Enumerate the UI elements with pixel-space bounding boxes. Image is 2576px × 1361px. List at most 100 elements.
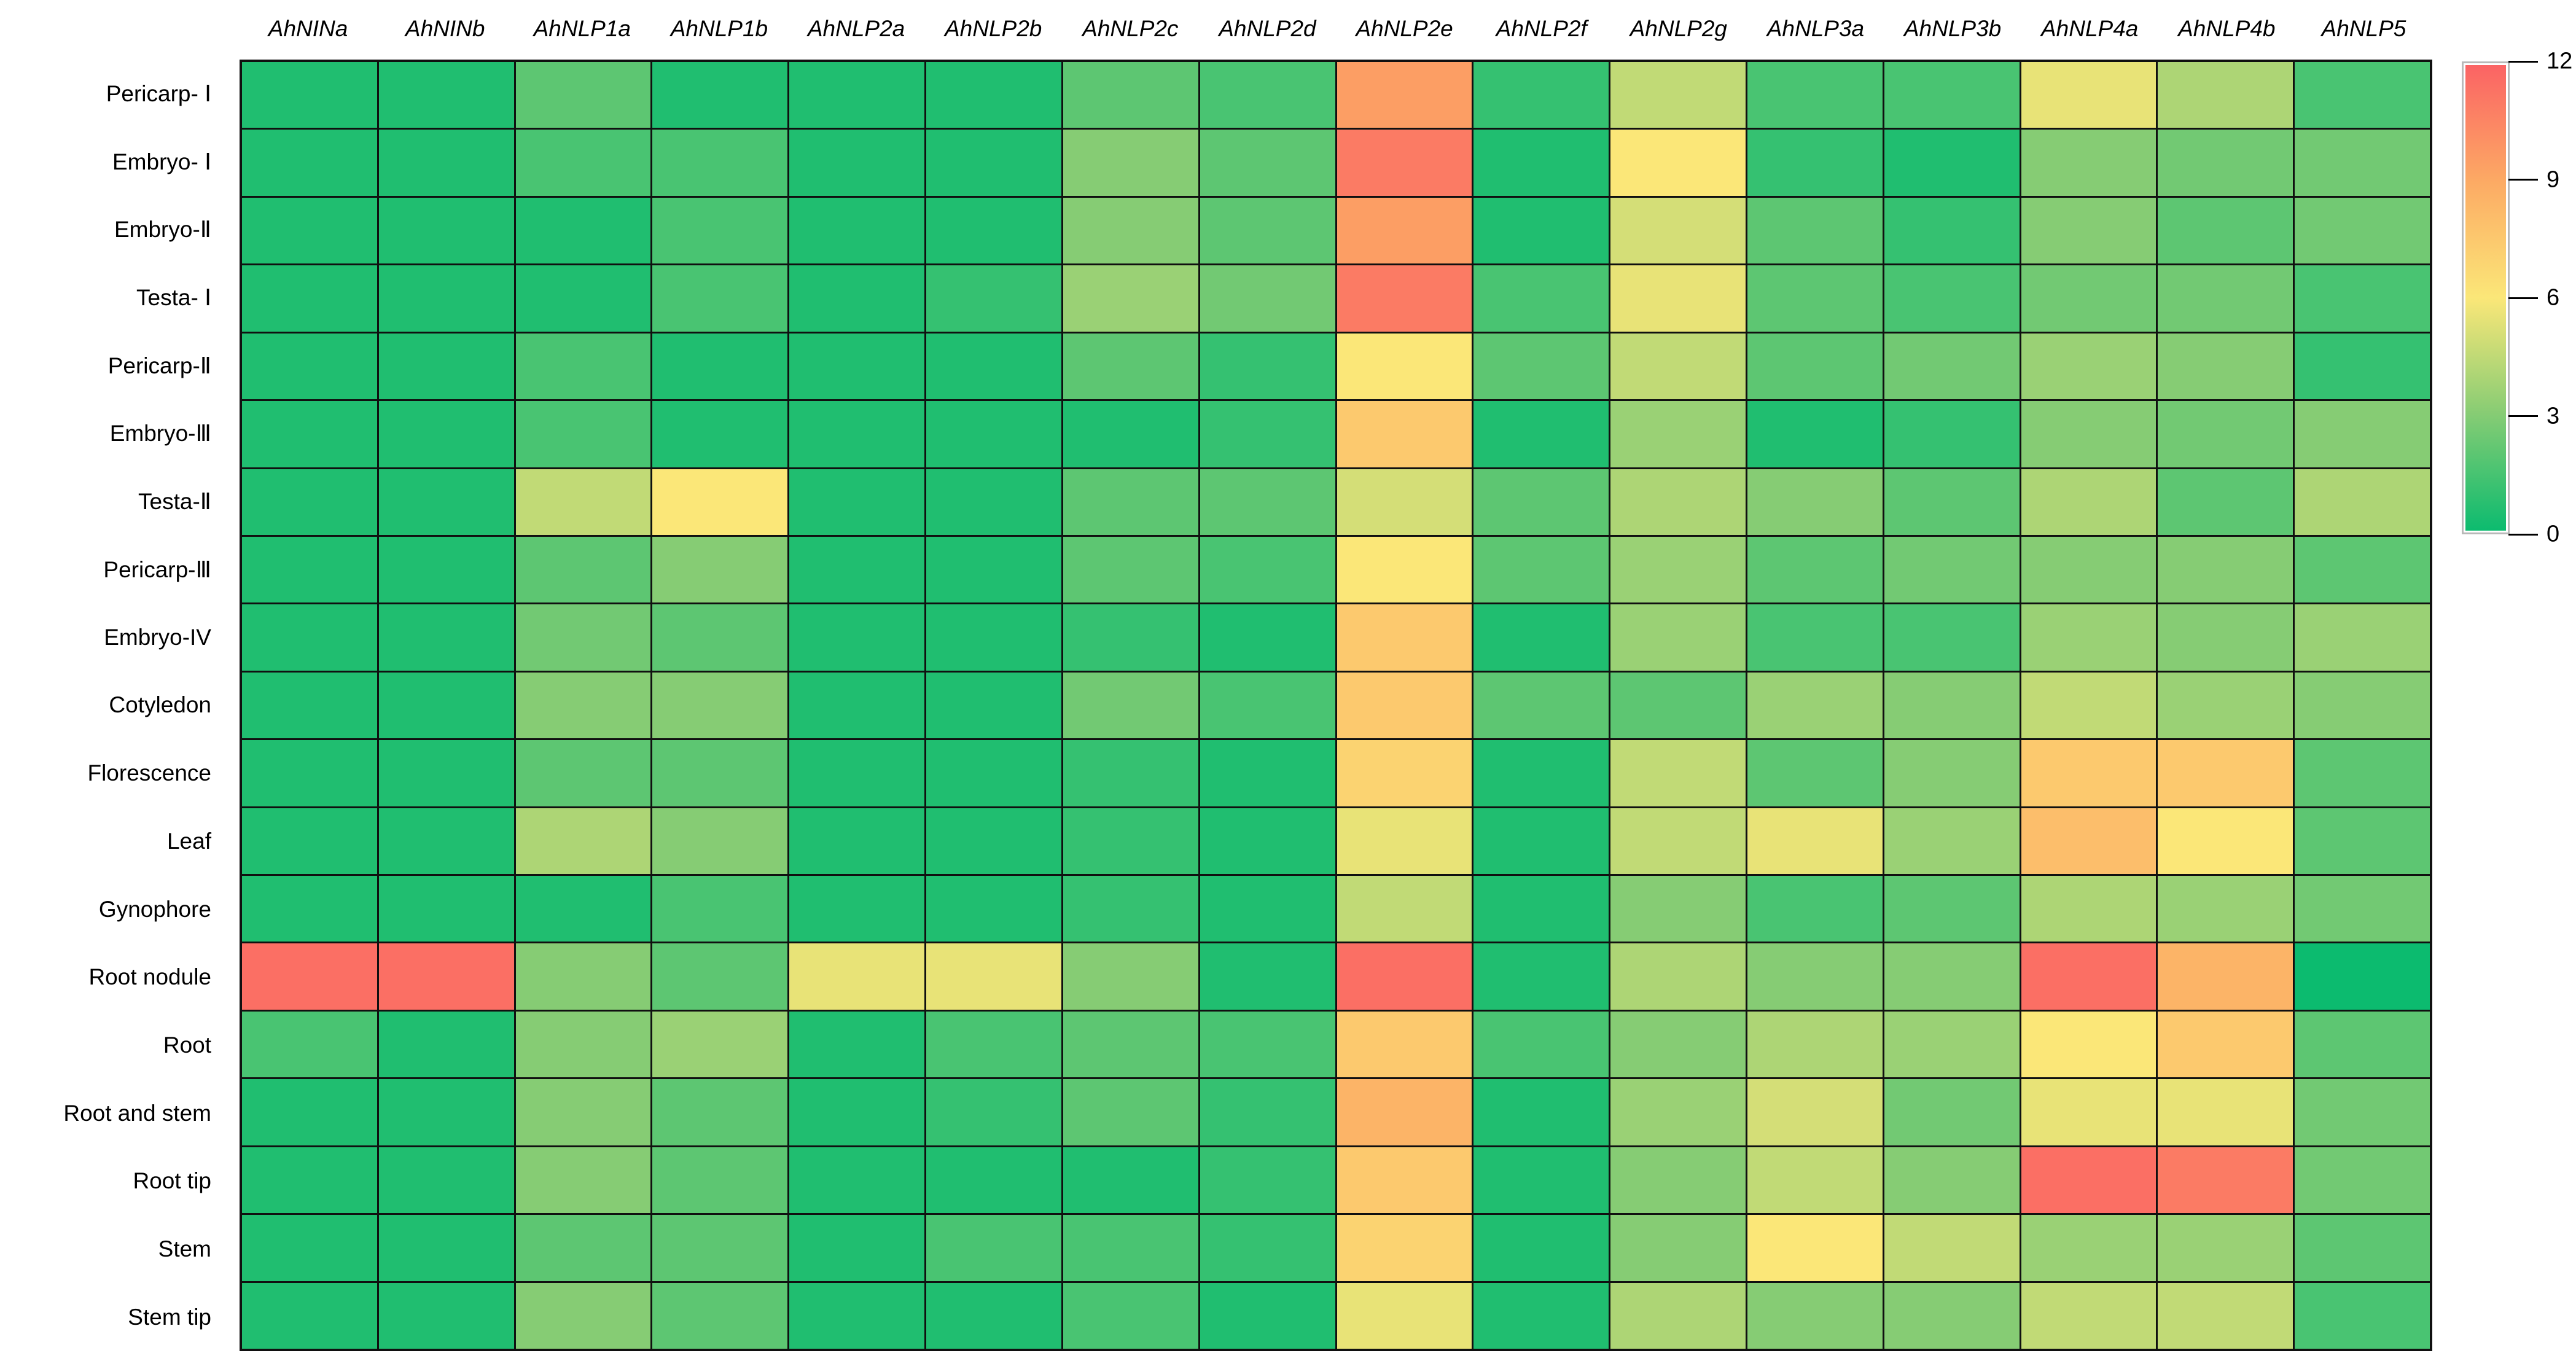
heatmap-cell: [1337, 62, 1472, 128]
heatmap-cell: [2021, 1282, 2156, 1349]
heatmap-cell: [1200, 130, 1335, 196]
heatmap-cell: [1063, 1147, 1198, 1214]
row-label: Root: [163, 1032, 211, 1058]
colorbar-tick: [2508, 60, 2538, 63]
heatmap-cell: [926, 1282, 1061, 1349]
heatmap-cell: [652, 1079, 788, 1145]
colorbar-tick-label: 0: [2547, 521, 2560, 547]
heatmap-cell: [378, 1147, 514, 1214]
heatmap-cell: [652, 808, 788, 875]
heatmap-cell: [2295, 333, 2430, 400]
heatmap-cell: [652, 943, 788, 1010]
heatmap-cell: [1884, 876, 2020, 942]
heatmap-cell: [789, 333, 925, 400]
heatmap-cell: [652, 1282, 788, 1349]
heatmap-cell: [515, 740, 651, 806]
heatmap-cell: [1200, 808, 1335, 875]
heatmap-cell: [1473, 740, 1609, 806]
heatmap-cell: [242, 1147, 377, 1214]
heatmap-cell: [1200, 333, 1335, 400]
heatmap-cell: [2158, 197, 2293, 264]
heatmap-cell: [1473, 1215, 1609, 1281]
heatmap-cell: [2021, 1215, 2156, 1281]
col-header-AhNLP1a: AhNLP1a: [533, 16, 631, 41]
colorbar-tick: [2508, 415, 2538, 417]
heatmap-cell: [652, 740, 788, 806]
heatmap-cell: [1747, 62, 1883, 128]
row-label: Pericarp-Ⅲ: [103, 556, 211, 582]
heatmap-cell: [1063, 1011, 1198, 1078]
heatmap-cell: [1337, 876, 1472, 942]
heatmap-cell: [1884, 943, 2020, 1010]
heatmap-cell: [378, 604, 514, 671]
row-label: Florescence: [87, 760, 211, 786]
heatmap-cell: [2295, 740, 2430, 806]
heatmap-cell: [652, 1011, 788, 1078]
heatmap-cell: [1884, 333, 2020, 400]
heatmap-cell: [1610, 1147, 1746, 1214]
heatmap-cell: [926, 536, 1061, 603]
heatmap-cell: [1884, 1079, 2020, 1145]
heatmap-cell: [1884, 1011, 2020, 1078]
row-label: Gynophore: [98, 896, 211, 922]
heatmap-cell: [2021, 1011, 2156, 1078]
col-header-AhNLP2f: AhNLP2f: [1496, 16, 1587, 41]
heatmap-cell: [652, 130, 788, 196]
heatmap-cell: [1063, 265, 1198, 332]
heatmap-cell: [926, 876, 1061, 942]
heatmap-cell: [652, 604, 788, 671]
heatmap-cell: [1063, 672, 1198, 739]
heatmap-cell: [1337, 401, 1472, 467]
heatmap-cell: [1200, 469, 1335, 535]
heatmap-cell: [2295, 1079, 2430, 1145]
heatmap-cell: [2158, 1011, 2293, 1078]
heatmap-cell: [1063, 197, 1198, 264]
colorbar-tick: [2508, 179, 2538, 181]
row-label: Stem tip: [128, 1304, 211, 1330]
heatmap-cell: [926, 62, 1061, 128]
heatmap-cell: [1337, 1215, 1472, 1281]
heatmap-cell: [926, 130, 1061, 196]
heatmap-cell: [1610, 197, 1746, 264]
heatmap-cell: [1063, 401, 1198, 467]
heatmap-cell: [2158, 876, 2293, 942]
heatmap-cell: [515, 62, 651, 128]
heatmap-cell: [242, 130, 377, 196]
heatmap-cell: [2295, 197, 2430, 264]
heatmap-cell: [2021, 469, 2156, 535]
heatmap-cell: [1747, 1282, 1883, 1349]
row-label: Embryo- Ⅰ: [112, 149, 211, 174]
colorbar-gradient: [2465, 65, 2506, 531]
heatmap-cell: [2158, 672, 2293, 739]
heatmap-cell: [1337, 943, 1472, 1010]
heatmap-cell: [1473, 265, 1609, 332]
heatmap-cell: [789, 197, 925, 264]
heatmap-cell: [1610, 1079, 1746, 1145]
heatmap-cell: [1200, 536, 1335, 603]
heatmap-cell: [1610, 1215, 1746, 1281]
heatmap-cell: [1337, 1079, 1472, 1145]
heatmap-cell: [789, 1079, 925, 1145]
heatmap-cell: [1337, 1011, 1472, 1078]
heatmap-cell: [1473, 130, 1609, 196]
heatmap-cell: [515, 469, 651, 535]
heatmap-cell: [1337, 808, 1472, 875]
heatmap-cell: [2158, 333, 2293, 400]
heatmap-cell: [378, 401, 514, 467]
heatmap-cell: [926, 1011, 1061, 1078]
heatmap-cell: [1747, 197, 1883, 264]
heatmap-cell: [378, 197, 514, 264]
heatmap-cell: [1610, 808, 1746, 875]
heatmap-cell: [1747, 265, 1883, 332]
heatmap-cell: [378, 808, 514, 875]
heatmap-cell: [2295, 469, 2430, 535]
heatmap-cell: [2295, 265, 2430, 332]
row-label: Embryo-IV: [104, 624, 211, 650]
heatmap-cell: [2158, 604, 2293, 671]
heatmap-cell: [2021, 265, 2156, 332]
heatmap-cell: [2021, 1079, 2156, 1145]
heatmap-cell: [1337, 740, 1472, 806]
row-label: Testa- Ⅰ: [136, 284, 211, 310]
heatmap-cell: [1747, 808, 1883, 875]
heatmap-cell: [1200, 62, 1335, 128]
